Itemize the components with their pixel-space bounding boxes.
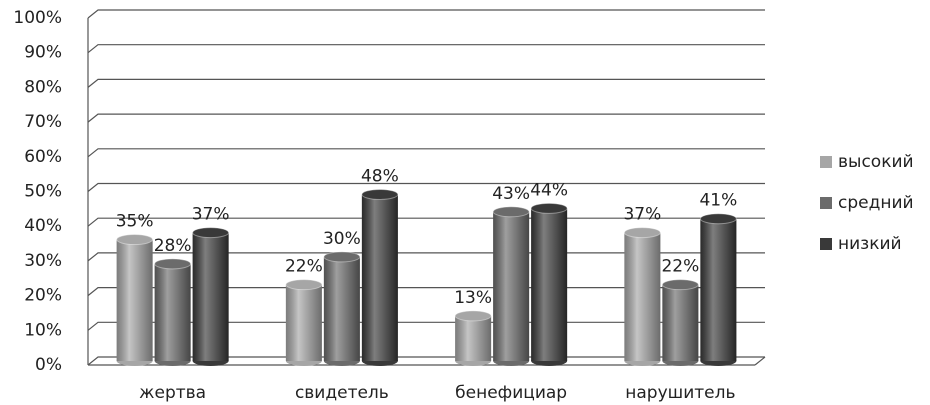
- bar-top: [623, 227, 661, 239]
- grid-line: [87, 148, 765, 158]
- data-label: 30%: [323, 229, 361, 249]
- bar: [492, 206, 530, 366]
- bar-top: [192, 227, 230, 239]
- bar-top: [454, 310, 492, 322]
- data-label: 48%: [361, 166, 399, 186]
- bar: [361, 188, 399, 366]
- bar: [192, 227, 230, 366]
- bar-shade: [192, 232, 229, 361]
- y-tick-label: 10%: [24, 320, 62, 340]
- bar-shade: [531, 208, 568, 361]
- bar: [699, 213, 737, 366]
- legend-label: средний: [838, 193, 914, 213]
- legend-label: высокий: [838, 152, 914, 172]
- bar-top: [492, 206, 530, 218]
- x-tick-label: жертва: [139, 383, 206, 403]
- bar-top: [116, 234, 154, 246]
- bar-shade: [700, 218, 737, 361]
- bar-top: [699, 213, 737, 225]
- bar: [661, 279, 699, 366]
- bar: [116, 234, 154, 366]
- legend-swatch: [820, 156, 832, 168]
- x-tick-label: бенефициар: [455, 383, 567, 403]
- bar: [454, 310, 492, 366]
- bar: [154, 258, 192, 366]
- data-label: 37%: [192, 205, 230, 225]
- x-tick-label: свидетель: [295, 383, 389, 403]
- y-tick-label: 40%: [24, 216, 62, 236]
- data-label: 13%: [454, 288, 492, 308]
- y-tick-label: 70%: [24, 112, 62, 132]
- x-axis-end: [754, 356, 766, 366]
- legend-label: низкий: [838, 234, 902, 254]
- bar-shade: [624, 232, 661, 361]
- grid-line: [87, 182, 765, 192]
- legend-swatch: [820, 238, 832, 250]
- data-label: 43%: [492, 184, 530, 204]
- y-tick-label: 60%: [24, 147, 62, 167]
- data-label: 22%: [285, 257, 323, 277]
- bar-top: [285, 279, 323, 291]
- bar-shade: [285, 284, 322, 361]
- y-tick-label: 100%: [13, 8, 62, 28]
- bar-top: [661, 279, 699, 291]
- grid-line: [87, 44, 765, 54]
- y-tick-label: 0%: [35, 355, 62, 375]
- bar: [623, 227, 661, 366]
- grid-line: [87, 113, 765, 123]
- grid-line: [87, 9, 765, 19]
- legend-swatch: [820, 197, 832, 209]
- data-label: 44%: [530, 180, 568, 200]
- bar: [530, 202, 568, 366]
- data-label: 22%: [661, 257, 699, 277]
- y-tick-label: 20%: [24, 286, 62, 306]
- grid-line: [87, 217, 765, 227]
- bar-shade: [493, 211, 530, 361]
- y-tick-label: 50%: [24, 182, 62, 202]
- data-label: 41%: [699, 191, 737, 211]
- bar-top: [530, 202, 568, 214]
- bar-top: [323, 251, 361, 263]
- bar-shade: [116, 239, 153, 361]
- bar: [285, 279, 323, 366]
- data-label: 37%: [623, 205, 661, 225]
- data-label: 28%: [154, 236, 192, 256]
- x-tick-label: нарушитель: [625, 383, 735, 403]
- bar-top: [361, 188, 399, 200]
- y-tick-label: 30%: [24, 251, 62, 271]
- bar: [323, 251, 361, 366]
- bar-shade: [154, 263, 191, 361]
- y-tick-label: 90%: [24, 43, 62, 63]
- bar-shade: [323, 256, 360, 361]
- bar-top: [154, 258, 192, 270]
- bar-shade: [662, 284, 699, 361]
- grid-line: [87, 78, 765, 88]
- data-label: 35%: [116, 212, 154, 232]
- y-tick-label: 80%: [24, 77, 62, 97]
- bar-shade: [455, 315, 492, 361]
- bar-shade: [361, 194, 398, 361]
